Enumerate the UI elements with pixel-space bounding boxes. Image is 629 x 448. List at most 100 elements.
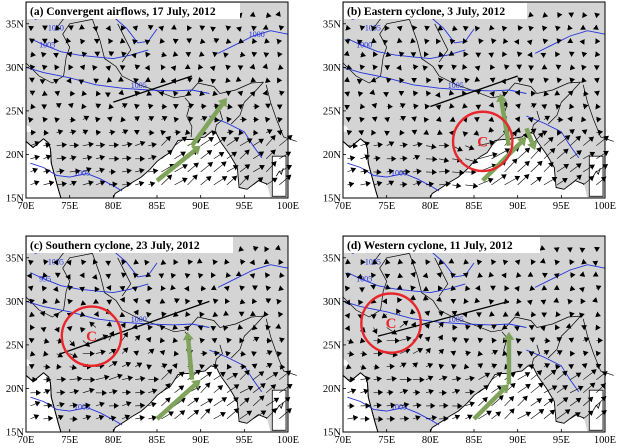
wind-vector (29, 38, 35, 44)
longitude-tick-label: 100E (277, 435, 299, 446)
wind-vector (344, 312, 351, 319)
scale-inset (588, 389, 604, 431)
wind-vector (252, 395, 265, 407)
wind-vector (43, 363, 51, 370)
wind-vector (579, 247, 586, 253)
wind-vector (121, 331, 128, 341)
wind-vector (412, 168, 422, 175)
wind-vector (399, 142, 408, 149)
wind-vector (540, 52, 547, 59)
wind-vector (582, 350, 589, 357)
wind-vector (554, 259, 560, 266)
wind-vector (199, 90, 205, 97)
wind-vector (251, 351, 257, 357)
wind-vector (67, 298, 74, 305)
wind-vector-field (344, 245, 608, 423)
wind-vector (517, 411, 532, 420)
scale-inset (271, 155, 287, 197)
wind-vector (425, 143, 437, 150)
wind-vector (210, 78, 217, 85)
wind-vector (213, 161, 227, 173)
wind-vector (399, 388, 409, 395)
wind-vector (437, 25, 444, 31)
wind-vector (359, 64, 366, 71)
wind-vector (568, 51, 575, 57)
wind-vector (69, 129, 77, 136)
wind-vector (396, 37, 403, 44)
wind-vector (516, 51, 523, 58)
wind-vector (133, 258, 139, 265)
wind-vector (95, 116, 101, 123)
wind-vector (41, 104, 48, 110)
wind-vector (371, 116, 378, 123)
wind-vector (412, 180, 422, 187)
wind-vector (490, 38, 497, 45)
wind-vector (450, 272, 456, 279)
wind-vector (345, 363, 352, 370)
wind-vector (147, 25, 154, 31)
wind-vector (448, 102, 455, 109)
wind-vector (131, 52, 137, 59)
wind-vector (274, 244, 281, 251)
moisture-flow-arrowhead (503, 331, 515, 340)
wind-vector (410, 271, 416, 278)
wind-vector (570, 272, 576, 279)
wind-vector (265, 149, 276, 160)
wind-vector (144, 39, 151, 46)
wind-vector (120, 116, 126, 123)
wind-vector (69, 340, 76, 347)
wind-vector (513, 38, 520, 45)
wind-vector (596, 135, 609, 146)
wind-vector (474, 76, 481, 82)
wind-vector (543, 176, 558, 186)
wind-vector (398, 51, 405, 58)
wind-vector (541, 25, 548, 32)
wind-vector (583, 369, 597, 380)
longitude-tick-label: 75E (378, 435, 395, 446)
wind-vector (173, 90, 179, 97)
wind-vector (556, 12, 563, 19)
wind-vector (135, 180, 145, 187)
wind-vector (121, 51, 127, 58)
wind-vector (78, 79, 85, 85)
wind-vector (82, 414, 92, 421)
longitude-tick-label: 80E (422, 201, 439, 212)
wind-vector (262, 89, 269, 96)
wind-vector (347, 167, 357, 173)
wind-vector (196, 258, 203, 264)
moisture-flow-arrowhead (191, 379, 201, 390)
wind-vector (236, 12, 243, 19)
wind-vector (122, 168, 132, 175)
wind-vector (53, 78, 59, 85)
longitude-tick-label: 80E (105, 201, 122, 212)
wind-vector (30, 180, 40, 186)
wind-vector (381, 312, 388, 319)
latitude-tick-label: 35N (323, 253, 342, 264)
wind-vector (279, 363, 286, 370)
wind-vector (425, 414, 438, 421)
wind-vector (108, 181, 118, 188)
wind-vector (396, 64, 402, 71)
wind-vector (200, 382, 211, 394)
wind-vector (592, 297, 598, 303)
isobar-label: 1000 (249, 30, 265, 39)
wind-vector (95, 374, 110, 381)
isobar-label: 1005 (448, 81, 464, 90)
wind-vector (89, 321, 97, 328)
wind-vector (81, 51, 88, 58)
wind-vector (594, 51, 601, 58)
monsoon-trough-line (377, 300, 510, 337)
wind-vector (489, 285, 496, 291)
wind-vector (225, 90, 232, 97)
wind-vector (514, 89, 520, 96)
wind-vector (396, 308, 402, 315)
wind-vector (146, 90, 152, 96)
wind-vector (438, 311, 445, 317)
inset-glyph (592, 168, 601, 177)
longitude-tick-label: 75E (61, 435, 78, 446)
wind-vector (279, 134, 293, 146)
wind-vector (541, 272, 548, 279)
wind-vector (226, 337, 232, 344)
wind-vector (516, 64, 523, 70)
wind-vector (371, 102, 377, 109)
